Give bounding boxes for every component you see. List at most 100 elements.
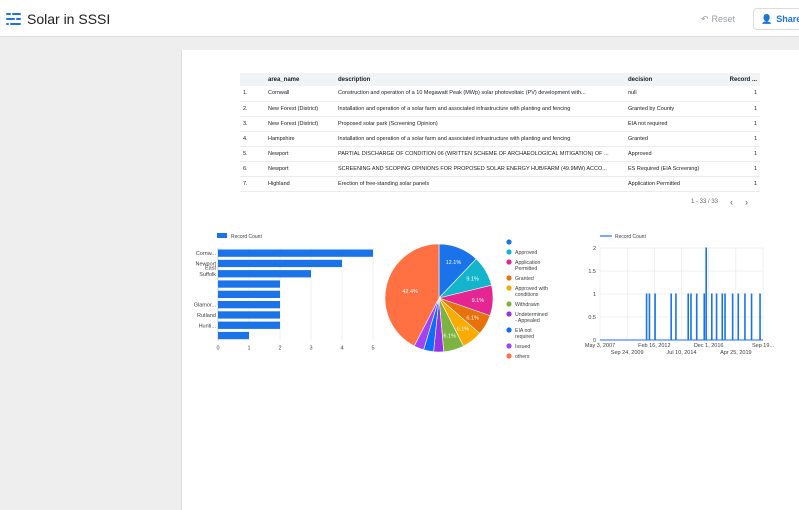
x-tick-label: Apr 25, 2019 — [720, 350, 752, 356]
cell-area-name: Newport — [265, 161, 335, 176]
cell-description: Construction and operation of a 10 Megaw… — [335, 86, 625, 101]
legend-label: others — [515, 354, 530, 360]
legend-dot — [506, 301, 511, 306]
col-header-decision[interactable]: decision — [625, 73, 722, 86]
cell-index: 3. — [240, 116, 265, 131]
cell-record-count: 1 — [722, 86, 760, 101]
bar — [218, 311, 280, 318]
bar — [218, 301, 280, 308]
x-tick-label: Jul 10, 2014 — [667, 350, 697, 356]
legend-label: Record Count — [231, 234, 262, 240]
cell-index: 4. — [240, 131, 265, 146]
cell-record-count: 1 — [722, 101, 760, 116]
col-header-record-count[interactable]: Record ... — [722, 73, 760, 86]
slice-label: 42.4% — [402, 289, 418, 295]
y-tick-label: 0.5 — [588, 315, 596, 321]
legend-label: Record Count — [615, 234, 646, 240]
top-bar: Solar in SSSI ↶ Reset 👤 Share — [0, 0, 799, 37]
cell-description: Proposed solar park (Screening Opinion) — [335, 116, 625, 131]
undo-icon: ↶ — [701, 14, 709, 25]
x-tick-label: 0 — [216, 346, 219, 352]
legend-label: Withdrawn — [515, 302, 540, 308]
cell-decision: Application Permitted — [625, 176, 722, 191]
table-row[interactable]: 2.New Forest (District)Installation and … — [240, 101, 760, 116]
pagination-range: 1 - 33 / 33 — [691, 199, 718, 205]
cell-decision: null — [625, 86, 722, 101]
y-tick-label: Rutland — [197, 313, 216, 319]
y-tick-label: Cornw... — [196, 251, 217, 257]
cell-record-count: 1 — [722, 131, 760, 146]
legend-swatch — [217, 233, 227, 238]
cell-description: SCREENING AND SCOPING OPINIONS FOR PROPO… — [335, 161, 625, 176]
y-tick-label: 2 — [593, 246, 596, 252]
legend-label: - Appealed — [515, 318, 540, 324]
x-tick-label: Sep 19... — [752, 343, 774, 349]
cell-decision: Granted by County — [625, 101, 722, 116]
bar — [218, 291, 280, 298]
share-label: Share — [776, 14, 799, 24]
bar — [218, 322, 280, 329]
legend-label: Permitted — [515, 266, 537, 272]
y-tick-label: 1 — [593, 292, 596, 298]
legend-label: Approved — [515, 250, 537, 256]
slice-label: 6.1% — [457, 327, 470, 333]
reset-button[interactable]: ↶ Reset — [701, 9, 747, 29]
cell-area-name: Hampshire — [265, 131, 335, 146]
cell-area-name: New Forest (District) — [265, 101, 335, 116]
x-tick-label: Dec 1, 2016 — [694, 343, 724, 349]
x-tick-label: 2 — [278, 346, 281, 352]
x-tick-label: May 3, 2007 — [585, 343, 615, 349]
legend-label: Issued — [515, 344, 530, 350]
cell-index: 2. — [240, 101, 265, 116]
reset-label: Reset — [712, 14, 736, 24]
legend-dot — [506, 343, 511, 348]
legend-dot — [506, 353, 511, 358]
x-tick-label: 5 — [371, 346, 374, 352]
cell-description: Erection of free-standing solar panels — [335, 176, 625, 191]
cell-description: Installation and operation of a solar fa… — [335, 131, 625, 146]
bar — [218, 270, 311, 277]
legend-label: conditions — [515, 292, 539, 298]
slice-label: 9.1% — [472, 298, 485, 304]
add-person-icon: 👤 — [761, 14, 772, 25]
x-tick-label: Sep 24, 2009 — [611, 350, 644, 356]
x-tick-label: 4 — [340, 346, 343, 352]
chevron-right-icon[interactable]: › — [745, 197, 748, 207]
col-header-area-name[interactable]: area_name — [265, 73, 335, 86]
y-tick-label: Hunti... — [199, 323, 217, 329]
looker-studio-logo-icon — [6, 12, 22, 26]
cell-decision: EIA not required — [625, 116, 722, 131]
table-pagination: 1 - 33 / 33 ‹ › — [691, 197, 748, 207]
legend-dot — [506, 327, 511, 332]
share-button[interactable]: 👤 Share — [753, 8, 799, 30]
legend-label: required — [515, 334, 534, 340]
table-row[interactable]: 3.New Forest (District)Proposed solar pa… — [240, 116, 760, 131]
bar — [218, 280, 280, 287]
bar — [218, 332, 249, 339]
slice-label: 6.1% — [466, 315, 479, 321]
slice-label: 12.1% — [446, 260, 462, 266]
cell-decision: Approved — [625, 146, 722, 161]
cell-area-name: Cornwall — [265, 86, 335, 101]
data-table: area_name description decision Record ..… — [240, 73, 760, 192]
cell-description: Installation and operation of a solar fa… — [335, 101, 625, 116]
bar — [218, 250, 373, 257]
cell-record-count: 1 — [722, 176, 760, 191]
chevron-left-icon[interactable]: ‹ — [730, 197, 733, 207]
pie-chart: 12.1%9.1%9.1%6.1%6.1%6.1%42.4%ApprovedAp… — [382, 238, 562, 358]
col-header-index[interactable] — [240, 73, 265, 86]
col-header-description[interactable]: description — [335, 73, 625, 86]
slice-label: 9.1% — [466, 277, 479, 283]
x-tick-label: 3 — [309, 346, 312, 352]
cell-index: 5. — [240, 146, 265, 161]
y-tick-label: Glamor... — [194, 303, 217, 309]
y-tick-label: East — [205, 266, 216, 272]
bar — [218, 260, 342, 267]
legend-label: Granted — [515, 276, 534, 282]
